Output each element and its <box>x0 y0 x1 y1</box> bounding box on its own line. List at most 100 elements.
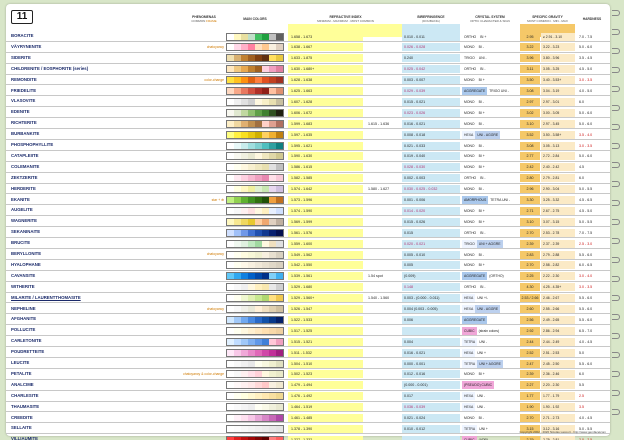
color-swatch <box>227 393 234 400</box>
color-swatch-strip <box>226 87 284 95</box>
binding-ring <box>612 200 620 206</box>
color-swatch <box>248 142 255 149</box>
optic-character: UNI + AGGRE <box>477 359 503 368</box>
hardness-value: 6.5 - 7.0 <box>579 328 593 333</box>
binding-ring <box>612 390 620 396</box>
hardness-value: 5.5 - 6.0 <box>579 307 593 311</box>
hardness-value: 5.0 - 6.0 <box>579 121 593 126</box>
mineral-name: HERDERITE <box>11 185 36 191</box>
color-swatch <box>262 164 269 171</box>
hardness-value: 2.5 <box>579 394 584 399</box>
specific-gravity-range: 2.46 - 2.67 <box>541 294 575 303</box>
color-swatch <box>234 262 241 269</box>
specific-gravity-range: 2.45 - 2.50 <box>541 359 575 368</box>
refractive-index-common <box>364 229 402 237</box>
crystal-system-label: HEXA <box>462 348 476 357</box>
refractive-index: 1.504 - 1.510 <box>288 359 363 368</box>
header-crystal-system: CRYSTAL SYSTEM OPTIC CHARACTER & SIGN <box>470 15 510 24</box>
refractive-index-common <box>364 33 402 41</box>
refractive-index: 1.595 - 1.621 <box>288 141 363 150</box>
color-swatch <box>241 295 248 302</box>
optic-character: UNI - <box>477 405 486 410</box>
birefringence-value <box>402 326 460 335</box>
birefringence-value: 0.005 - 0.010 <box>402 250 460 259</box>
color-swatch <box>255 142 262 149</box>
specific-gravity-common: 3.10 <box>520 217 540 226</box>
color-swatch <box>269 262 276 269</box>
birefringence-value: 0.003 - (0.000 - 0.011) <box>402 294 460 303</box>
color-swatch <box>248 382 255 389</box>
refractive-index-common <box>364 425 402 433</box>
color-swatch <box>227 295 234 302</box>
color-swatch <box>262 295 269 302</box>
color-swatch <box>269 393 276 400</box>
refractive-index-common <box>364 327 402 335</box>
reference-page: 11 PHENOMENAS COMMON FRAME MAIN COLORS R… <box>6 4 610 440</box>
color-swatch <box>262 120 269 127</box>
color-swatch <box>248 338 255 345</box>
color-swatch <box>227 240 234 247</box>
color-swatch <box>269 77 276 84</box>
table-row: ZEKTZERITE 1.582 - 1.585 0.002 - 0.003 ORTH… <box>6 173 610 184</box>
color-swatch <box>269 44 276 51</box>
color-swatch <box>248 371 255 378</box>
color-swatch <box>241 186 248 193</box>
phenomena-text: chatoyancy <box>206 44 224 49</box>
color-swatch <box>227 153 234 160</box>
color-swatch <box>241 131 248 138</box>
specific-gravity-range: 2.97 - 3.01 <box>541 97 575 106</box>
header-hardness: HARDNESS <box>582 17 602 21</box>
specific-gravity-common: 2.92 <box>520 326 540 335</box>
specific-gravity-range: 2.20 - 2.30 <box>541 381 575 390</box>
color-swatch <box>234 306 241 312</box>
optic-character: UNI + AGGRE <box>476 239 503 248</box>
color-swatch <box>276 273 283 280</box>
refractive-index-common <box>364 381 402 389</box>
color-swatch <box>262 316 269 323</box>
specific-gravity-range: 1.90 - 1.92 <box>541 403 575 412</box>
color-swatch <box>269 371 276 378</box>
birefringence-value: 0.017 <box>402 392 460 401</box>
color-swatch <box>276 349 283 356</box>
color-swatch-strip <box>226 272 284 281</box>
color-swatch <box>241 33 248 40</box>
crystal-system: (PSEUDO) CUBIC <box>462 381 518 390</box>
color-swatch-strip <box>226 206 284 215</box>
color-swatch <box>227 142 234 149</box>
birefringence-value: 0.010 - 0.012 <box>402 424 460 433</box>
refractive-index-common <box>364 174 402 182</box>
crystal-system-label: MONO <box>464 45 475 50</box>
table-row: WITHERITE 1.529 - 1.680 0.148 ORTHO BI -4.30… <box>6 282 610 293</box>
specific-gravity-common: 2.70 <box>520 414 540 422</box>
table-row: ANALCIME 1.479 - 1.494 (0.000 - 0.001) (PSE… <box>6 380 610 391</box>
binding-ring <box>612 219 620 225</box>
crystal-system-label: AGGREGATE <box>462 87 488 95</box>
color-swatch <box>227 186 234 193</box>
color-swatch <box>227 88 234 94</box>
refractive-index-common <box>364 261 402 269</box>
specific-gravity-range: 2.71 - 2.73 <box>541 414 575 422</box>
color-swatch <box>227 98 234 105</box>
crystal-system: HEXA UNI - <box>462 403 518 412</box>
birefringence-value: 0.004 <box>402 337 460 346</box>
specific-gravity-range: 3.50 - 3.58+ <box>541 130 575 139</box>
refractive-index: 1.378 - 1.390 <box>288 424 363 433</box>
color-swatch <box>255 262 262 269</box>
color-swatch <box>248 436 255 440</box>
color-swatch <box>269 66 276 73</box>
crystal-system: ORTHO BI + <box>462 33 518 41</box>
color-swatch <box>248 229 255 236</box>
birefringence-value: 0.016 - 0.021 <box>402 348 460 357</box>
color-swatch-strip <box>226 283 284 292</box>
optic-character: BI + <box>478 208 485 213</box>
color-swatch <box>234 120 241 127</box>
crystal-system: AMORPHOUS TETRA UNI - <box>462 196 518 204</box>
hardness-value: 5.0 - 5.5 <box>579 219 593 224</box>
crystal-system: MONO BI - <box>462 251 518 259</box>
color-swatch <box>248 164 255 171</box>
color-swatch <box>234 197 241 203</box>
refractive-index: 1.607 - 1.628 <box>288 97 363 106</box>
mineral-name: ANALCIME <box>11 381 34 387</box>
hardness-value: 4.5 - 5.0 <box>579 67 593 72</box>
binding-ring <box>612 181 620 187</box>
